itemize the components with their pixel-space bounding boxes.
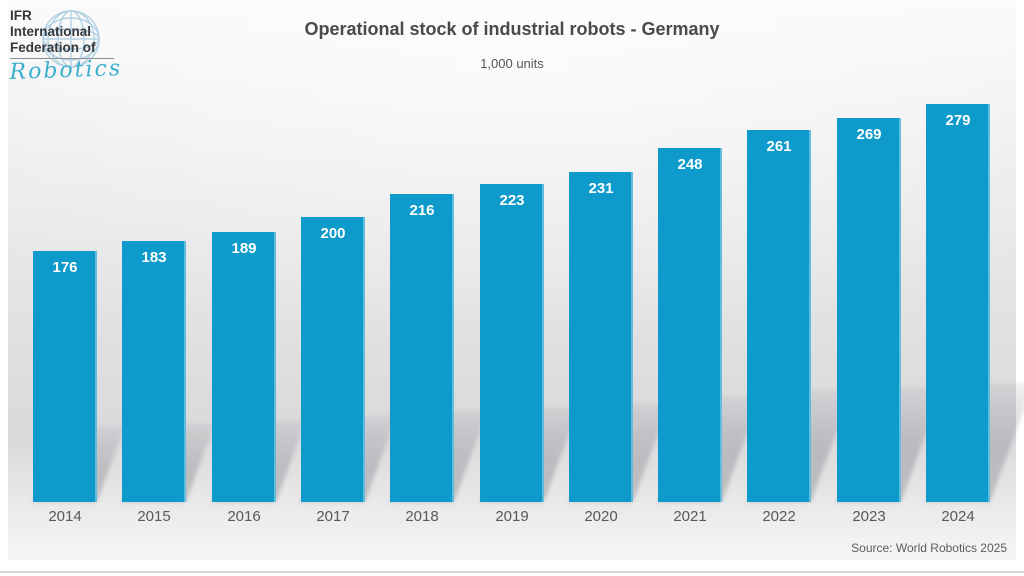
- bar: 269: [837, 118, 901, 502]
- x-axis-label: 2020: [584, 508, 618, 525]
- bottom-divider: [0, 571, 1024, 573]
- bar: 200: [301, 217, 365, 502]
- chart-subtitle: 1,000 units: [480, 56, 544, 71]
- bar-value-label: 216: [409, 202, 435, 219]
- x-axis-label: 2021: [673, 508, 707, 525]
- x-axis-label: 2014: [48, 508, 82, 525]
- bar-value-label: 189: [231, 240, 257, 257]
- x-axis-label: 2017: [316, 508, 350, 525]
- bar-value-label: 279: [945, 112, 971, 129]
- x-axis-label: 2023: [852, 508, 886, 525]
- x-axis-label: 2016: [227, 508, 261, 525]
- globe-icon: [40, 8, 102, 75]
- bar: 231: [569, 172, 633, 502]
- source-note: Source: World Robotics 2025: [851, 541, 1007, 555]
- logo-line-international: International: [10, 24, 92, 39]
- bar: 183: [122, 241, 186, 502]
- bar-value-label: 176: [52, 259, 78, 276]
- bar-value-label: 248: [677, 156, 703, 173]
- chart-title: Operational stock of industrial robots -…: [304, 19, 720, 39]
- logo-line-ifr: IFR: [10, 8, 32, 23]
- logo-underline: [10, 58, 114, 59]
- bar-value-label: 183: [141, 249, 167, 266]
- bar: 279: [926, 104, 990, 502]
- bar-value-label: 261: [766, 138, 792, 155]
- logo-line-federation: Federation of: [10, 40, 96, 55]
- bar: 216: [390, 194, 454, 502]
- bar-value-label: 269: [856, 126, 882, 143]
- x-axis-label: 2015: [137, 508, 171, 525]
- bar-value-label: 223: [499, 192, 525, 209]
- bar: 189: [212, 232, 276, 502]
- bar: 248: [658, 148, 722, 502]
- bar: 223: [480, 184, 544, 502]
- x-axis-label: 2019: [495, 508, 529, 525]
- x-axis-label: 2024: [941, 508, 975, 525]
- bar-value-label: 200: [320, 225, 346, 242]
- bar: 261: [747, 130, 811, 502]
- ifr-logo: IFR International Federation of Robotics: [9, 8, 170, 100]
- x-axis-label: 2018: [405, 508, 439, 525]
- bar: 176: [33, 251, 97, 502]
- bar-value-label: 231: [588, 180, 614, 197]
- x-axis-label: 2022: [762, 508, 796, 525]
